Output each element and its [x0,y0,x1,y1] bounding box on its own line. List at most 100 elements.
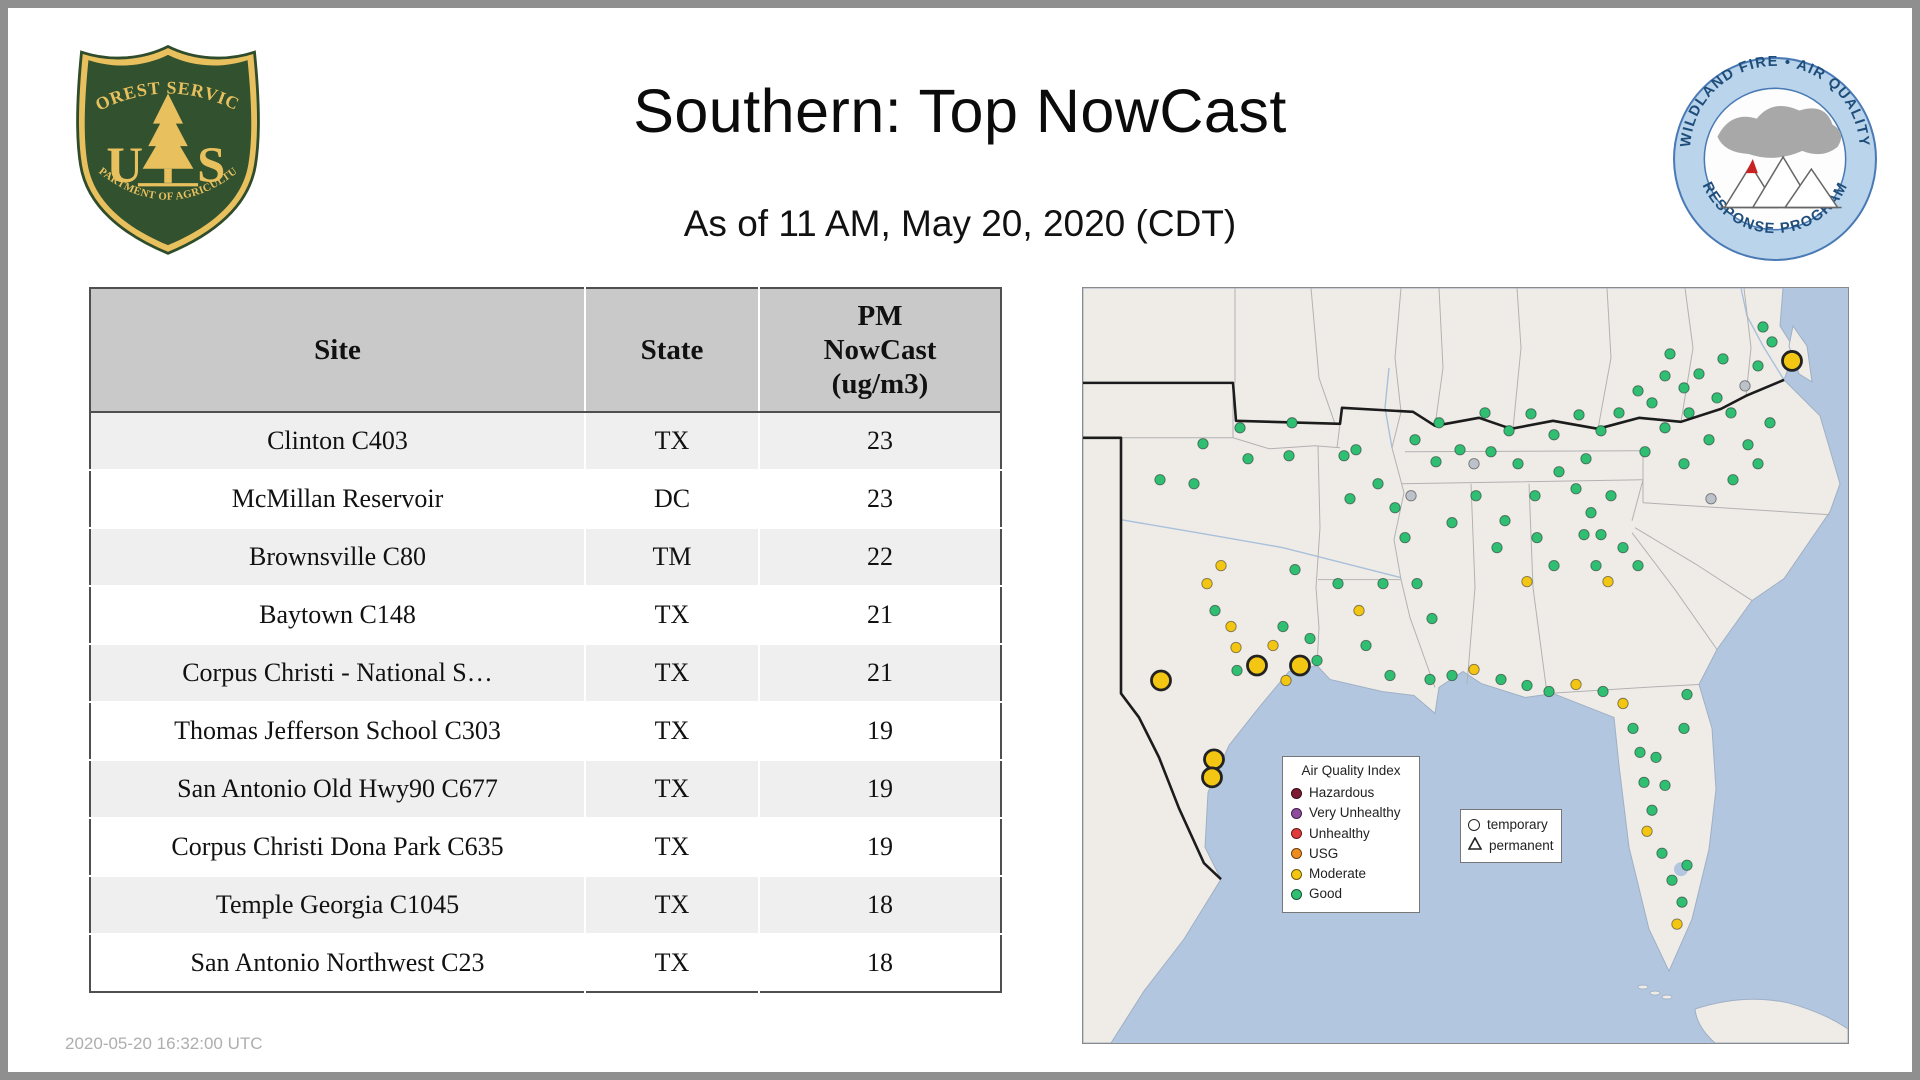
type-row-temporary: temporary [1468,815,1554,836]
permanent-label: permanent [1489,837,1554,853]
map-marker-moderate-permanent-monitor [1280,674,1292,687]
state-cell: TX [585,759,760,818]
map-marker-good-permanent-monitor [1304,632,1316,645]
map-marker-good-permanent-monitor [1693,368,1705,380]
map-marker-good-permanent-monitor [1717,353,1729,365]
aqi-color-dot [1291,807,1302,819]
pm-value-cell: 23 [759,411,1001,470]
aqi-color-dot [1291,848,1302,860]
map-marker-moderate-permanent-monitor [1641,825,1653,837]
page-title: Southern: Top NowCast [633,77,1287,145]
map-marker-good-permanent-monitor [1426,612,1438,625]
map-marker-good-permanent-monitor [1664,348,1676,360]
aqi-legend-title: Air Quality Index [1301,763,1401,778]
map-marker-good-permanent-monitor [1491,542,1503,554]
map-marker-moderate-permanent-monitor [1215,559,1227,572]
state-cell: DC [585,469,760,528]
temporary-monitor-icon [1468,819,1480,832]
rivers [1120,288,1785,579]
map-marker-good-permanent-monitor [1678,458,1690,470]
map-marker-moderate-permanent-monitor [1267,639,1279,652]
monitor-type-legend: temporary permanent [1460,809,1562,863]
site-cell: Temple Georgia C1045 [90,875,586,934]
col-header-pm-nowcast: PM NowCast (ug/m3) [759,288,1001,413]
map-marker-good-permanent-monitor [1634,746,1646,759]
map-marker-good-permanent-monitor [1595,425,1607,437]
aqi-legend-label: Hazardous [1309,785,1375,800]
map-marker-good-permanent-monitor [1590,559,1602,572]
map-marker-good-permanent-monitor [1757,321,1769,333]
map-marker-good-permanent-monitor [1595,529,1607,541]
pm-value-cell: 19 [759,759,1001,818]
map-marker-good-permanent-monitor [1553,466,1565,478]
cuba [1694,998,1848,1043]
map-marker-good-permanent-monitor [1154,474,1166,486]
map-marker-good-permanent-monitor [1525,408,1537,420]
map-marker-moderate-permanent-monitor [1671,918,1683,930]
pm-value-cell: 21 [759,585,1001,644]
table-row: Corpus Christi Dona Park C635 TX 19 [90,817,1001,876]
map-marker-good-permanent-monitor [1627,722,1639,735]
pm-value-cell: 18 [759,875,1001,934]
map-marker-good-permanent-monitor [1766,336,1778,348]
map-marker-moderate-permanent-monitor [1230,641,1242,654]
map-marker-good-permanent-monitor [1521,679,1533,692]
map-marker-good-permanent-monitor [1613,407,1625,419]
map-marker-good-permanent-monitor [1446,517,1458,529]
map-marker-good-permanent-monitor [1678,382,1690,394]
map-svg [1083,288,1848,1043]
fire-icon [1745,159,1758,174]
map-marker-good-permanent-monitor [1197,438,1209,450]
florida-keys [1637,984,1673,1000]
map-marker-good-permanent-monitor [1234,422,1246,434]
map-marker-good-permanent-monitor [1656,847,1668,859]
aqi-legend-item: Unhealthy [1291,824,1411,844]
landmass [1083,288,1841,1043]
aqi-legend-item: Very Unhealthy [1291,803,1411,823]
map-marker-good-permanent-monitor [1703,434,1715,446]
map-marker-good-permanent-monitor [1338,450,1350,462]
state-cell: TX [585,875,760,934]
usfs-letter-s: S [197,137,225,193]
map-marker-good-permanent-monitor [1372,478,1384,490]
aqi-legend-label: Unhealthy [1309,825,1370,841]
map-marker-good-permanent-monitor [1646,804,1658,816]
aqi-map: Air Quality Index Hazardous Very Unhealth… [1082,287,1849,1044]
pm-value-cell: 21 [759,643,1001,702]
map-marker-good-permanent-monitor [1578,529,1590,541]
usfs-logo: FOREST SERVICE DEPARTMENT OF AGRICULTURE… [68,25,262,258]
map-marker-good-permanent-monitor [1605,490,1617,502]
map-marker-moderate-permanent-monitor [1570,678,1582,691]
state-cell: TX [585,643,760,702]
map-marker-moderate-temporary-monitor [1201,766,1223,789]
col-header-state: State [585,288,760,413]
table-row: Clinton C403 TX 23 [90,411,1001,470]
table-row: Thomas Jefferson School C303 TX 19 [90,701,1001,760]
map-marker-good-permanent-monitor [1659,422,1671,434]
map-marker-good-permanent-monitor [1289,563,1301,576]
aqi-color-dot [1291,868,1302,880]
map-marker-good-permanent-monitor [1531,532,1543,544]
map-marker-good-permanent-monitor [1683,407,1695,419]
table-header-row: Site State PM NowCast (ug/m3) [90,288,1001,413]
map-marker-no-data [1405,490,1417,502]
map-marker-moderate-temporary-monitor [1781,350,1803,372]
map-marker-good-permanent-monitor [1277,620,1289,633]
map-marker-good-permanent-monitor [1548,429,1560,441]
map-marker-good-permanent-monitor [1752,458,1764,470]
site-cell: McMillan Reservoir [90,469,586,528]
site-cell: Corpus Christi Dona Park C635 [90,817,586,876]
map-marker-good-permanent-monitor [1742,439,1754,451]
pm-value-cell: 19 [759,817,1001,876]
aqi-legend-item: USG [1291,844,1411,864]
state-cell: TX [585,933,760,992]
map-marker-good-permanent-monitor [1503,425,1515,437]
map-marker-good-permanent-monitor [1424,673,1436,686]
map-marker-good-permanent-monitor [1485,446,1497,458]
map-marker-good-permanent-monitor [1570,483,1582,495]
map-marker-moderate-permanent-monitor [1521,575,1533,588]
map-marker-good-permanent-monitor [1499,515,1511,527]
map-marker-good-permanent-monitor [1764,417,1776,429]
map-marker-good-permanent-monitor [1377,577,1389,590]
map-marker-moderate-permanent-monitor [1602,575,1614,588]
